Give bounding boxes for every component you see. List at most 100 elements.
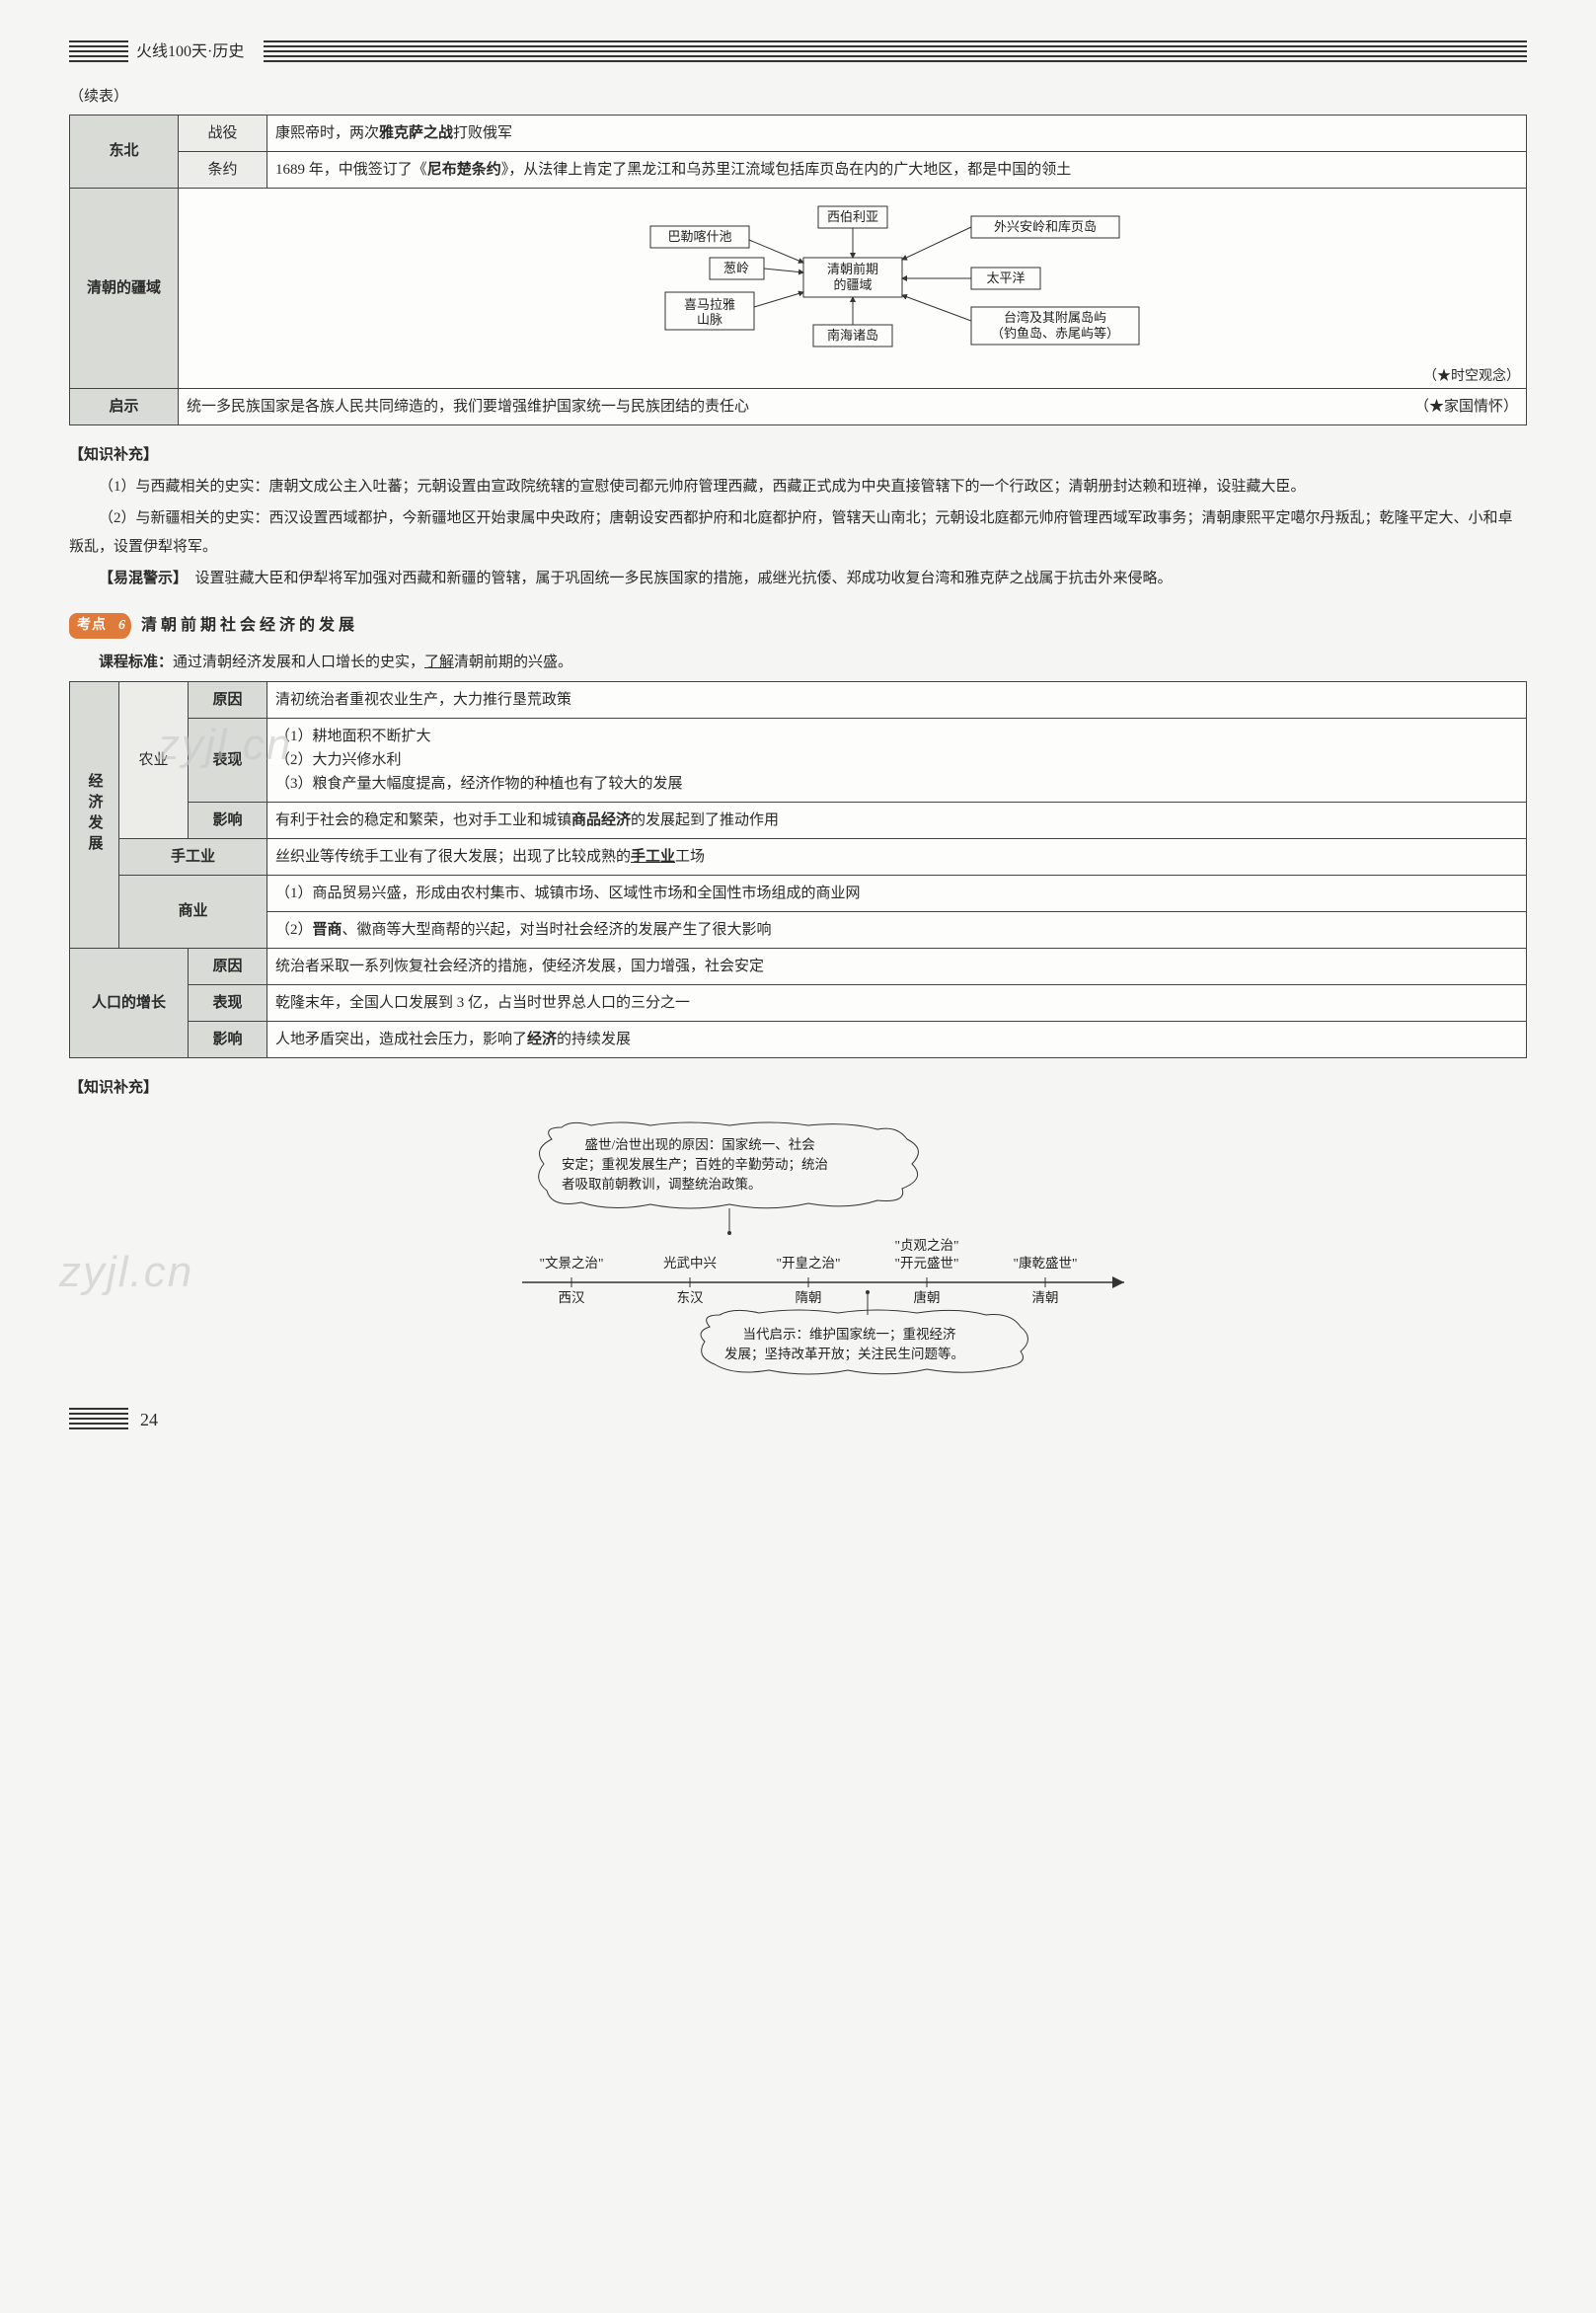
cell-lesson-content: 统一多民族国家是各族人民共同缔造的，我们要增强维护国家统一与民族团结的责任心 （… — [179, 388, 1527, 424]
cell-commerce-2: （2）晋商、徽商等大型商帮的兴起，对当时社会经济的发展产生了很大影响 — [267, 911, 1527, 948]
table-row: 影响 有利于社会的稳定和繁荣，也对手工业和城镇商品经济的发展起到了推动作用 — [70, 802, 1527, 838]
standard-para: 课程标准：通过清朝经济发展和人口增长的史实，了解清朝前期的兴盛。 — [69, 649, 1527, 677]
era-4: "康乾盛世" 清朝 — [1013, 1255, 1077, 1305]
era-bottom: 东汉 — [676, 1290, 704, 1305]
supplement1-p1: （1）与西藏相关的史实：唐朝文成公主入吐蕃；元朝设置由宣政院统辖的宣慰使司都元帅… — [69, 473, 1527, 501]
diagram-w: 葱岭 — [722, 261, 748, 275]
table-row: 经济发展 农业 原因 清初统治者重视农业生产，大力推行垦荒政策 — [70, 681, 1527, 718]
supplement2-title: 【知识补充】 — [69, 1076, 1527, 1100]
timeline-svg: 盛世/治世出现的原因：国家统一、社会 安定；重视发展生产；百姓的辛勤劳动；统治 … — [394, 1119, 1203, 1376]
table-row: 表现 （1）耕地面积不断扩大 （2）大力兴修水利 （3）粮食产量大幅度提高，经济… — [70, 718, 1527, 802]
table-row: 清朝的疆域 清朝前期 的疆域 西伯利亚 — [70, 188, 1527, 388]
era-top: "文景之治" — [539, 1256, 603, 1271]
warning-title: 【易混警示】 — [99, 571, 181, 586]
cell-treaty-h: 条约 — [179, 151, 267, 188]
note-spacetime: （★时空观念） — [179, 366, 1526, 388]
diagram-center-2: 的疆域 — [833, 277, 872, 292]
cell-commerce-1: （1）商品贸易兴盛，形成由农村集市、城镇市场、区域性市场和全国性市场组成的商业网 — [267, 875, 1527, 911]
era-top: "开元盛世" — [894, 1256, 958, 1271]
diagram-sw-2: 山脉 — [696, 312, 722, 327]
table-row: 启示 统一多民族国家是各族人民共同缔造的，我们要增强维护国家统一与民族团结的责任… — [70, 388, 1527, 424]
cell-agri-reason-h: 原因 — [189, 681, 267, 718]
cell-pop-perf: 乾隆末年，全国人口发展到 3 亿，占当时世界总人口的三分之一 — [267, 984, 1527, 1021]
diagram-center-1: 清朝前期 — [826, 262, 877, 276]
bold-text: 尼布楚条约 — [427, 162, 501, 178]
cell-pop-effect: 人地矛盾突出，造成社会压力，影响了经济的持续发展 — [267, 1021, 1527, 1057]
era-2: "开皇之治" 隋朝 — [776, 1256, 840, 1305]
cell-handcraft-h: 手工业 — [119, 838, 267, 875]
cloud1-line1: 盛世/治世出现的原因：国家统一、社会 — [571, 1136, 815, 1152]
cell-agri-effect-h: 影响 — [189, 802, 267, 838]
era-bottom: 隋朝 — [795, 1290, 821, 1305]
cell-northeast: 东北 — [70, 115, 179, 188]
cell-pop-perf-h: 表现 — [189, 984, 267, 1021]
kaodian-heading: 考点 6 清朝前期社会经济的发展 — [69, 613, 358, 639]
table-row: 人口的增长 原因 统治者采取一系列恢复社会经济的措施，使经济发展，国力增强，社会… — [70, 948, 1527, 984]
cell-agri-perf: （1）耕地面积不断扩大 （2）大力兴修水利 （3）粮食产量大幅度提高，经济作物的… — [267, 718, 1527, 802]
cell-battle-content: 康熙帝时，两次雅克萨之战打败俄军 — [267, 115, 1527, 151]
timeline-diagram: zyjl.cn 盛世/治世出现的原因：国家统一、社会 安定；重视发展生产；百姓的… — [69, 1119, 1527, 1376]
note-patriotism: （★家国情怀） — [1414, 395, 1518, 419]
era-0: "文景之治" 西汉 — [539, 1256, 603, 1305]
table-economy: 经济发展 农业 原因 清初统治者重视农业生产，大力推行垦荒政策 表现 （1）耕地… — [69, 681, 1527, 1058]
table-row: 表现 乾隆末年，全国人口发展到 3 亿，占当时世界总人口的三分之一 — [70, 984, 1527, 1021]
watermark-2: zyjl.cn — [59, 1238, 193, 1307]
diagram-nw: 巴勒喀什池 — [667, 229, 731, 244]
supplement1-p2: （2）与新疆相关的史实：西汉设置西域都护，今新疆地区开始隶属中央政府；唐朝设安西… — [69, 504, 1527, 561]
continue-label: （续表） — [69, 85, 1527, 109]
cell-agri-effect: 有利于社会的稳定和繁荣，也对手工业和城镇商品经济的发展起到了推动作用 — [267, 802, 1527, 838]
cloud1-line3: 者吸取前朝教训，调整统治政策。 — [562, 1176, 762, 1192]
era-top: "开皇之治" — [776, 1256, 840, 1271]
lesson-text: 统一多民族国家是各族人民共同缔造的，我们要增强维护国家统一与民族团结的责任心 — [187, 399, 749, 415]
diagram-e: 太平洋 — [986, 270, 1025, 285]
era-3: "贞观之治" "开元盛世" 唐朝 — [894, 1238, 958, 1305]
cell-economy-h: 经济发展 — [70, 681, 119, 948]
territory-diagram: 清朝前期 的疆域 西伯利亚 外兴安岭和库页岛 太平洋 台湾 — [179, 189, 1526, 366]
cloud2-line2: 发展；坚持改革开放；关注民生问题等。 — [724, 1346, 964, 1362]
bold-text: 经济 — [527, 1032, 557, 1047]
diagram-n: 西伯利亚 — [826, 209, 877, 224]
cell-pop-reason: 统治者采取一系列恢复社会经济的措施，使经济发展，国力增强，社会安定 — [267, 948, 1527, 984]
era-bottom: 清朝 — [1031, 1290, 1058, 1305]
cell-pop-reason-h: 原因 — [189, 948, 267, 984]
diagram-se-2: （钓鱼岛、赤尾屿等） — [990, 326, 1118, 341]
era-bottom: 唐朝 — [913, 1289, 940, 1305]
header-rule-left — [69, 40, 128, 64]
standard-label: 课程标准： — [99, 655, 173, 670]
bold-text: 晋商 — [313, 922, 342, 938]
kaodian-num: 6 — [113, 613, 131, 639]
era-top: "康乾盛世" — [1013, 1255, 1077, 1271]
page-footer: 24 — [69, 1406, 1527, 1434]
table2-wrap: zyjl.cn 经济发展 农业 原因 清初统治者重视农业生产，大力推行垦荒政策 … — [69, 681, 1527, 1058]
table-row: 条约 1689 年，中俄签订了《尼布楚条约》，从法律上肯定了黑龙江和乌苏里江流域… — [70, 151, 1527, 188]
footer-rule — [69, 1408, 128, 1431]
cell-territory-diagram: 清朝前期 的疆域 西伯利亚 外兴安岭和库页岛 太平洋 台湾 — [179, 188, 1527, 388]
cloud2-line1: 当代启示：维护国家统一；重视经济 — [729, 1326, 956, 1343]
header-rule-right — [264, 40, 1527, 64]
page-number: 24 — [140, 1406, 158, 1434]
era-top2: "贞观之治" — [894, 1238, 958, 1253]
cell-agri-perf-h: 表现 — [189, 718, 267, 802]
table-row: 影响 人地矛盾突出，造成社会压力，影响了经济的持续发展 — [70, 1021, 1527, 1057]
page-header: 火线100天·历史 — [69, 39, 1527, 65]
kaodian-title: 清朝前期社会经济的发展 — [141, 613, 358, 639]
diagram-se-1: 台湾及其附属岛屿 — [1003, 310, 1105, 325]
diagram-sw-1: 喜马拉雅 — [683, 297, 734, 312]
cell-battle-h: 战役 — [179, 115, 267, 151]
warning-content: 设置驻藏大臣和伊犁将军加强对西藏和新疆的管辖，属于巩固统一多民族国家的措施，戚继… — [181, 571, 1173, 586]
era-top: 光武中兴 — [663, 1256, 717, 1271]
table-row: 东北 战役 康熙帝时，两次雅克萨之战打败俄军 — [70, 115, 1527, 151]
cell-commerce-h: 商业 — [119, 875, 267, 948]
bold-text: 雅克萨之战 — [379, 125, 453, 141]
diagram-s: 南海诸岛 — [826, 328, 877, 343]
underline-text: 手工业 — [631, 849, 675, 865]
cell-treaty-content: 1689 年，中俄签订了《尼布楚条约》，从法律上肯定了黑龙江和乌苏里江流域包括库… — [267, 151, 1527, 188]
diagram-ne: 外兴安岭和库页岛 — [993, 219, 1096, 234]
cell-agri-h: 农业 — [119, 681, 189, 838]
diagram-svg: 清朝前期 的疆域 西伯利亚 外兴安岭和库页岛 太平洋 台湾 — [537, 198, 1169, 356]
table-row: 手工业 丝织业等传统手工业有了很大发展；出现了比较成熟的手工业工场 — [70, 838, 1527, 875]
bold-text: 商品经济 — [571, 812, 631, 828]
cell-pop-effect-h: 影响 — [189, 1021, 267, 1057]
table-row: （2）晋商、徽商等大型商帮的兴起，对当时社会经济的发展产生了很大影响 — [70, 911, 1527, 948]
cell-territory-h: 清朝的疆域 — [70, 188, 179, 388]
